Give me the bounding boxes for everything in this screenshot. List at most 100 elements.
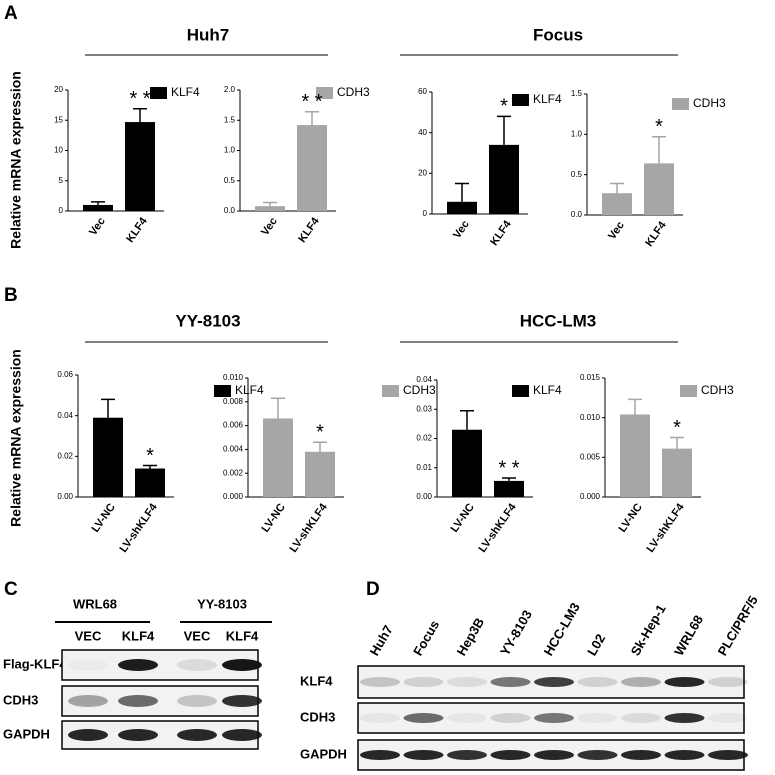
y-tick-label: 1.5	[224, 115, 236, 124]
group-title: YY-8103	[175, 311, 240, 330]
y-tick-label: 0.004	[223, 445, 244, 454]
x-tick-label: LV-shKLF4	[477, 501, 520, 555]
bar	[305, 451, 335, 497]
bar	[263, 418, 293, 497]
band	[490, 713, 531, 723]
group-title: Huh7	[187, 25, 230, 44]
y-tick-label: 0.015	[580, 373, 601, 382]
panel-label: A	[4, 3, 18, 24]
y-tick-label: 20	[418, 168, 427, 177]
lane-label: PLC/PRF/5	[715, 593, 761, 658]
band	[490, 677, 531, 687]
error-bar	[628, 398, 642, 415]
y-tick-label: 40	[418, 128, 427, 137]
y-tick-label: 0.010	[223, 373, 244, 382]
group-title: Focus	[533, 25, 583, 44]
x-tick-label: LV-shKLF4	[118, 501, 161, 555]
legend-swatch	[512, 385, 529, 397]
x-tick-label: KLF4	[488, 218, 514, 248]
band	[664, 677, 705, 687]
bar	[255, 206, 285, 211]
x-tick-label: LV-NC	[449, 501, 477, 534]
band	[708, 713, 748, 723]
bar	[644, 163, 674, 215]
band	[403, 750, 444, 760]
x-tick-label: Vec	[606, 220, 627, 242]
y-tick-label: 1.0	[224, 146, 236, 155]
lane-label: L02	[584, 631, 608, 658]
lane-label: HCC-LM3	[541, 600, 583, 658]
band	[490, 750, 531, 760]
panel-label: D	[366, 579, 380, 600]
y-tick-label: 5	[59, 176, 64, 185]
bar	[662, 448, 692, 497]
legend-label: KLF4	[235, 383, 264, 397]
y-tick-label: 60	[418, 87, 427, 96]
lane-label: Hep3B	[454, 615, 488, 658]
panel-label: C	[4, 579, 18, 600]
bar	[447, 201, 477, 214]
y-tick-label: 0.008	[223, 397, 244, 406]
y-tick-label: 0.005	[580, 452, 601, 461]
error-bar	[670, 436, 684, 449]
error-bar	[133, 108, 147, 123]
error-bar	[305, 111, 319, 126]
bar	[620, 414, 650, 497]
y-tick-label: 15	[54, 115, 63, 124]
band	[621, 713, 661, 723]
legend-label: KLF4	[533, 92, 562, 106]
band	[664, 750, 705, 760]
x-tick-label: LV-NC	[260, 501, 288, 534]
row-label: CDH3	[3, 692, 38, 707]
band	[68, 695, 108, 707]
band	[447, 677, 487, 687]
lane-label: VEC	[184, 628, 211, 643]
y-tick-label: 0.000	[223, 492, 244, 501]
cell-line-label: YY-8103	[197, 596, 247, 611]
bar	[93, 417, 123, 497]
band	[534, 713, 574, 723]
band	[403, 677, 444, 687]
legend-label: CDH3	[693, 96, 726, 110]
bar	[135, 468, 165, 497]
lane-label: WRL68	[671, 613, 706, 659]
error-bar	[263, 201, 277, 207]
y-tick-label: 10	[54, 146, 63, 155]
band	[118, 695, 158, 707]
band	[222, 695, 262, 707]
band	[708, 677, 748, 687]
y-tick-label: 0.03	[416, 404, 432, 413]
group-title: HCC-LM3	[520, 311, 597, 330]
error-bar	[91, 201, 105, 205]
band	[68, 659, 108, 671]
y-tick-label: 1.0	[571, 129, 583, 138]
row-label: CDH3	[300, 709, 335, 724]
lane-label: KLF4	[226, 628, 259, 643]
significance: * *	[301, 91, 322, 113]
y-tick-label: 0.04	[416, 375, 432, 384]
y-tick-label: 0.5	[571, 170, 583, 179]
band	[360, 677, 400, 687]
y-tick-label: 1.5	[571, 89, 583, 98]
y-tick-label: 0.0	[224, 206, 236, 215]
legend-swatch	[150, 87, 167, 99]
significance: *	[655, 116, 663, 138]
y-axis-label: Relative mRNA expression	[8, 349, 24, 527]
y-tick-label: 0	[59, 206, 64, 215]
significance: *	[500, 96, 508, 118]
y-tick-label: 0.0	[571, 210, 583, 219]
lane-label: KLF4	[122, 628, 155, 643]
bar	[83, 204, 113, 211]
legend-swatch	[512, 94, 529, 106]
lane-label: YY-8103	[497, 608, 535, 659]
band	[577, 750, 618, 760]
error-bar	[652, 136, 666, 164]
x-tick-label: LV-NC	[90, 501, 118, 534]
cell-line-label: WRL68	[73, 596, 117, 611]
band	[177, 659, 217, 671]
error-bar	[271, 397, 285, 419]
lane-label: Huh7	[367, 623, 396, 659]
band	[447, 750, 487, 760]
y-tick-label: 0.01	[416, 463, 432, 472]
